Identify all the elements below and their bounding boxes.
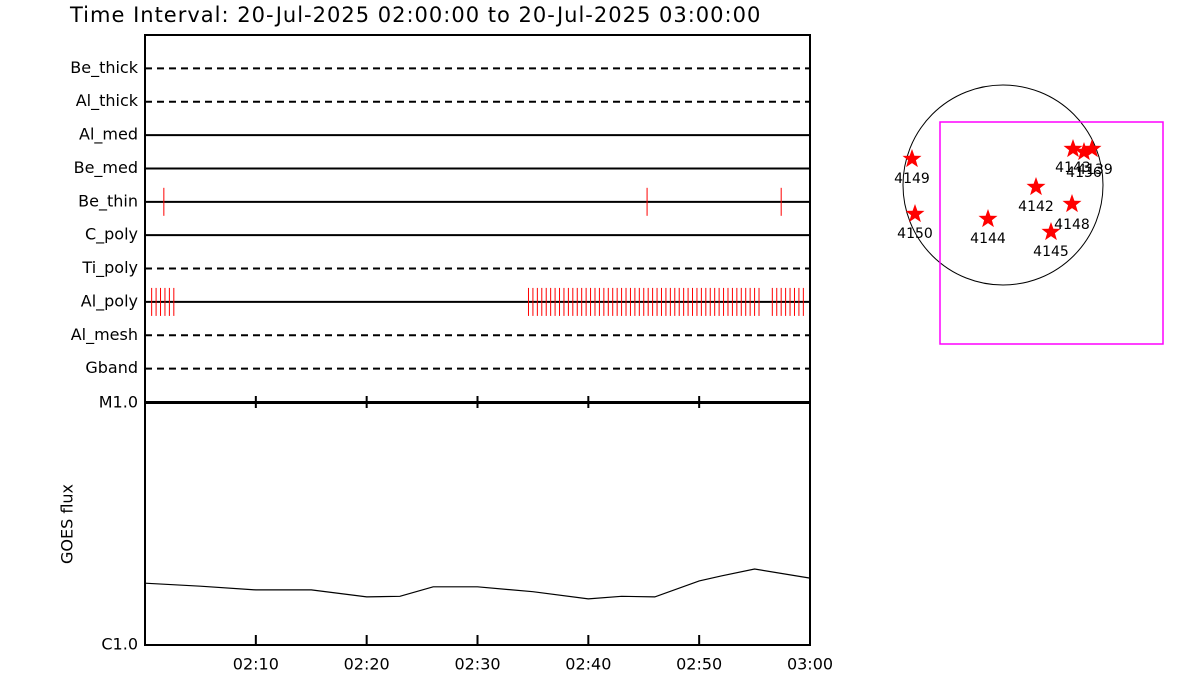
region-label: 4148: [1054, 217, 1090, 233]
y-tick-label: M1.0: [99, 393, 138, 412]
region-star: [1062, 194, 1082, 213]
y-tick-label: C1.0: [101, 635, 138, 654]
chart-title: Time Interval: 20-Jul-2025 02:00:00 to 2…: [69, 3, 761, 27]
goes-curve: [144, 568, 811, 600]
panel-frame: [144, 402, 811, 646]
region-label: 4150: [897, 226, 933, 242]
region-label: 4144: [970, 231, 1006, 247]
region-star: [1063, 139, 1083, 158]
row-label: Ti_poly: [81, 258, 138, 278]
region-label: 4145: [1033, 244, 1069, 260]
row-label: C_poly: [85, 225, 138, 245]
row-label: Al_thick: [76, 91, 139, 111]
y-axis-label: GOES flux: [58, 484, 77, 564]
sun-map: 4149 4150 4144 4142 4148 4145 4143 4136 …: [894, 84, 1164, 345]
region-label: 4149: [894, 171, 930, 187]
region-label: 4136: [1066, 165, 1102, 181]
row-label: Al_mesh: [71, 325, 138, 345]
solar-disk: [902, 84, 1104, 286]
row-label: Al_med: [79, 125, 138, 145]
row-label: Al_poly: [81, 291, 138, 311]
region-star: [905, 204, 925, 223]
x-tick-label: 02:20: [344, 655, 390, 674]
plots: Be_thick Al_thick Al_med Be_med Be_thin C_pol…: [58, 34, 833, 674]
row-label: Be_thin: [78, 191, 138, 211]
row-label: Be_med: [74, 158, 138, 178]
region-label: 4143: [1055, 160, 1091, 176]
region-label: 4142: [1018, 199, 1054, 215]
row-label: Gband: [85, 358, 138, 377]
panel-frame: [144, 34, 811, 403]
x-tick-label: 03:00: [787, 655, 833, 674]
row-label: Be_thick: [70, 58, 138, 78]
region-star: [1026, 177, 1046, 196]
region-label: 4139: [1077, 162, 1113, 178]
field-of-view: [939, 121, 1164, 345]
region-star: [978, 209, 998, 228]
x-tick-label: 02:10: [233, 655, 279, 674]
x-tick-label: 02:50: [676, 655, 722, 674]
x-tick-label: 02:40: [565, 655, 611, 674]
x-tick-label: 02:30: [454, 655, 500, 674]
